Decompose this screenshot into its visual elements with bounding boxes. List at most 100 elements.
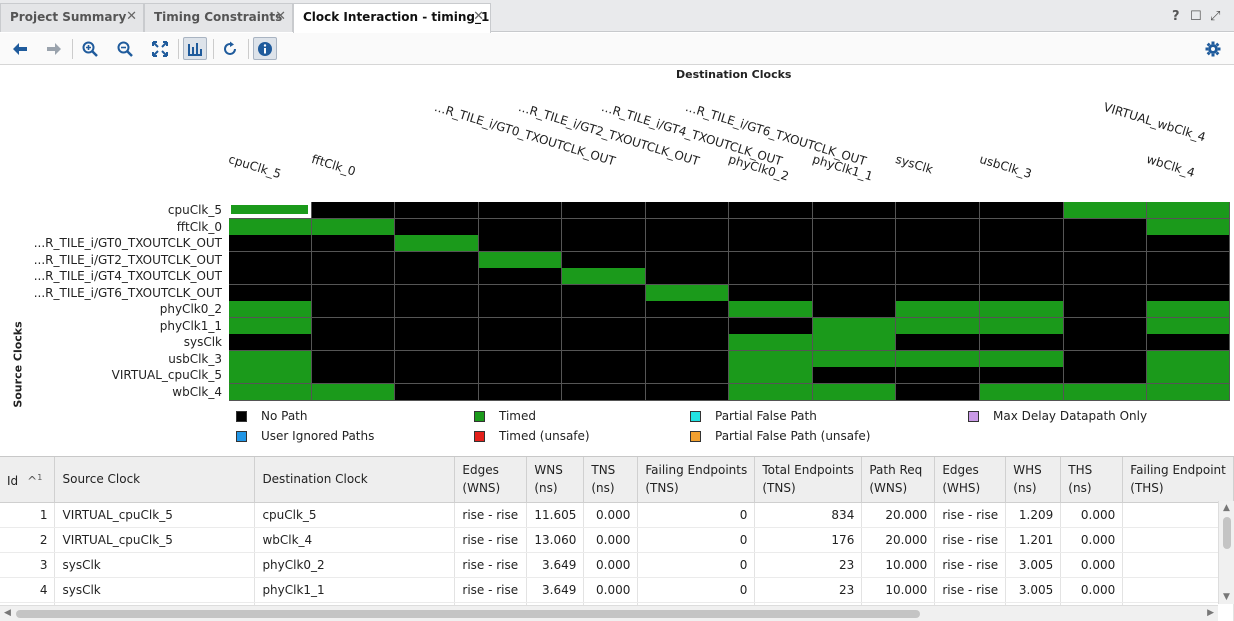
- matrix-cell[interactable]: [896, 301, 980, 318]
- matrix-cell[interactable]: [1147, 301, 1230, 318]
- matrix-cell[interactable]: [646, 383, 729, 401]
- matrix-cell[interactable]: [896, 284, 980, 302]
- help-icon[interactable]: ?: [1172, 9, 1180, 24]
- matrix-cell[interactable]: [980, 350, 1064, 368]
- table-row[interactable]: 2 VIRTUAL_cpuClk_5 wbClk_4 rise - rise 13.06…: [0, 527, 1234, 553]
- column-header[interactable]: TNS (ns): [583, 457, 639, 503]
- float-icon[interactable]: ⤢: [1210, 9, 1221, 24]
- matrix-cell[interactable]: [562, 284, 646, 302]
- matrix-cell[interactable]: [312, 235, 395, 252]
- matrix-cell[interactable]: [1064, 284, 1147, 302]
- matrix-cell[interactable]: [896, 202, 980, 219]
- matrix-cell[interactable]: [813, 383, 896, 401]
- matrix-cell[interactable]: [729, 284, 813, 302]
- matrix-cell[interactable]: [813, 268, 896, 285]
- matrix-cell[interactable]: [562, 301, 646, 318]
- matrix-cell[interactable]: [479, 268, 562, 285]
- matrix-cell[interactable]: [896, 251, 980, 269]
- close-icon[interactable]: ✕: [126, 9, 137, 24]
- matrix-cell[interactable]: [1064, 268, 1147, 285]
- matrix-cell[interactable]: [562, 350, 646, 368]
- matrix-cell[interactable]: [896, 268, 980, 285]
- column-header[interactable]: Source Clock: [54, 457, 256, 503]
- forward-icon[interactable]: [42, 37, 66, 60]
- gear-icon[interactable]: [1201, 37, 1225, 60]
- matrix-cell[interactable]: [312, 301, 395, 318]
- chart-toggle-icon[interactable]: [183, 37, 207, 60]
- matrix-cell[interactable]: [1064, 235, 1147, 252]
- matrix-cell[interactable]: [479, 301, 562, 318]
- matrix-cell[interactable]: [980, 317, 1064, 335]
- horizontal-scroll-thumb[interactable]: [16, 610, 920, 618]
- matrix-cell[interactable]: [980, 202, 1064, 219]
- close-icon[interactable]: ✕: [275, 9, 286, 24]
- matrix-cell[interactable]: [229, 383, 312, 401]
- matrix-cell[interactable]: [395, 334, 479, 351]
- matrix-cell[interactable]: [1147, 284, 1230, 302]
- matrix-cell[interactable]: [229, 334, 312, 351]
- matrix-cell[interactable]: [813, 235, 896, 252]
- matrix-cell[interactable]: [980, 383, 1064, 401]
- matrix-cell[interactable]: [562, 202, 646, 219]
- interaction-matrix[interactable]: [229, 202, 1230, 401]
- column-header[interactable]: Destination Clock: [254, 457, 456, 503]
- matrix-cell[interactable]: [479, 284, 562, 302]
- matrix-cell[interactable]: [312, 251, 395, 269]
- matrix-cell[interactable]: [312, 317, 395, 335]
- horizontal-scrollbar[interactable]: ◀ ▶: [0, 605, 1218, 621]
- tab-project-summary[interactable]: Project Summary ✕: [0, 3, 144, 32]
- table-row[interactable]: 1 VIRTUAL_cpuClk_5 cpuClk_5 rise - rise 11.6…: [0, 502, 1234, 528]
- matrix-cell[interactable]: [562, 317, 646, 335]
- matrix-cell[interactable]: [729, 251, 813, 269]
- matrix-cell[interactable]: [479, 383, 562, 401]
- matrix-cell[interactable]: [479, 202, 562, 219]
- matrix-cell[interactable]: [1147, 235, 1230, 252]
- matrix-cell[interactable]: [229, 218, 312, 236]
- matrix-cell[interactable]: [229, 284, 312, 302]
- matrix-cell[interactable]: [395, 367, 479, 384]
- matrix-cell[interactable]: [479, 367, 562, 384]
- matrix-cell[interactable]: [312, 334, 395, 351]
- matrix-cell[interactable]: [646, 251, 729, 269]
- matrix-cell[interactable]: [229, 268, 312, 285]
- matrix-cell[interactable]: [646, 350, 729, 368]
- matrix-cell[interactable]: [562, 367, 646, 384]
- matrix-cell[interactable]: [562, 334, 646, 351]
- matrix-cell[interactable]: [395, 383, 479, 401]
- matrix-cell[interactable]: [729, 383, 813, 401]
- matrix-cell[interactable]: [1147, 317, 1230, 335]
- back-icon[interactable]: [8, 37, 32, 60]
- matrix-cell[interactable]: [980, 367, 1064, 384]
- matrix-cell[interactable]: [896, 367, 980, 384]
- matrix-cell[interactable]: [813, 350, 896, 368]
- matrix-cell[interactable]: [395, 218, 479, 236]
- matrix-cell[interactable]: [646, 301, 729, 318]
- matrix-cell[interactable]: [1064, 218, 1147, 236]
- table-row[interactable]: 3 sysClk phyClk0_2 rise - rise 3.649 0.000 0 23…: [0, 552, 1234, 578]
- matrix-cell[interactable]: [312, 268, 395, 285]
- matrix-cell[interactable]: [395, 350, 479, 368]
- matrix-cell[interactable]: [229, 301, 312, 318]
- matrix-cell[interactable]: [646, 284, 729, 302]
- column-header[interactable]: Failing Endpoints (TNS): [637, 457, 756, 503]
- column-header[interactable]: WHS (ns): [1005, 457, 1062, 503]
- matrix-cell[interactable]: [729, 367, 813, 384]
- matrix-cell[interactable]: [1147, 334, 1230, 351]
- matrix-cell[interactable]: [980, 268, 1064, 285]
- matrix-cell[interactable]: [646, 317, 729, 335]
- matrix-cell[interactable]: [1064, 350, 1147, 368]
- matrix-cell[interactable]: [646, 268, 729, 285]
- matrix-cell[interactable]: [729, 317, 813, 335]
- matrix-cell[interactable]: [1064, 251, 1147, 269]
- sort-ascending-icon[interactable]: ^: [27, 473, 38, 488]
- scroll-right-icon[interactable]: ▶: [1207, 608, 1214, 618]
- matrix-cell[interactable]: [1147, 383, 1230, 401]
- tab-timing-constraints[interactable]: Timing Constraints ✕: [144, 3, 293, 32]
- matrix-cell[interactable]: [646, 367, 729, 384]
- matrix-cell[interactable]: [562, 268, 646, 285]
- matrix-cell[interactable]: [1147, 218, 1230, 236]
- matrix-cell[interactable]: [395, 251, 479, 269]
- matrix-cell[interactable]: [813, 334, 896, 351]
- matrix-cell[interactable]: [896, 383, 980, 401]
- matrix-cell[interactable]: [729, 301, 813, 318]
